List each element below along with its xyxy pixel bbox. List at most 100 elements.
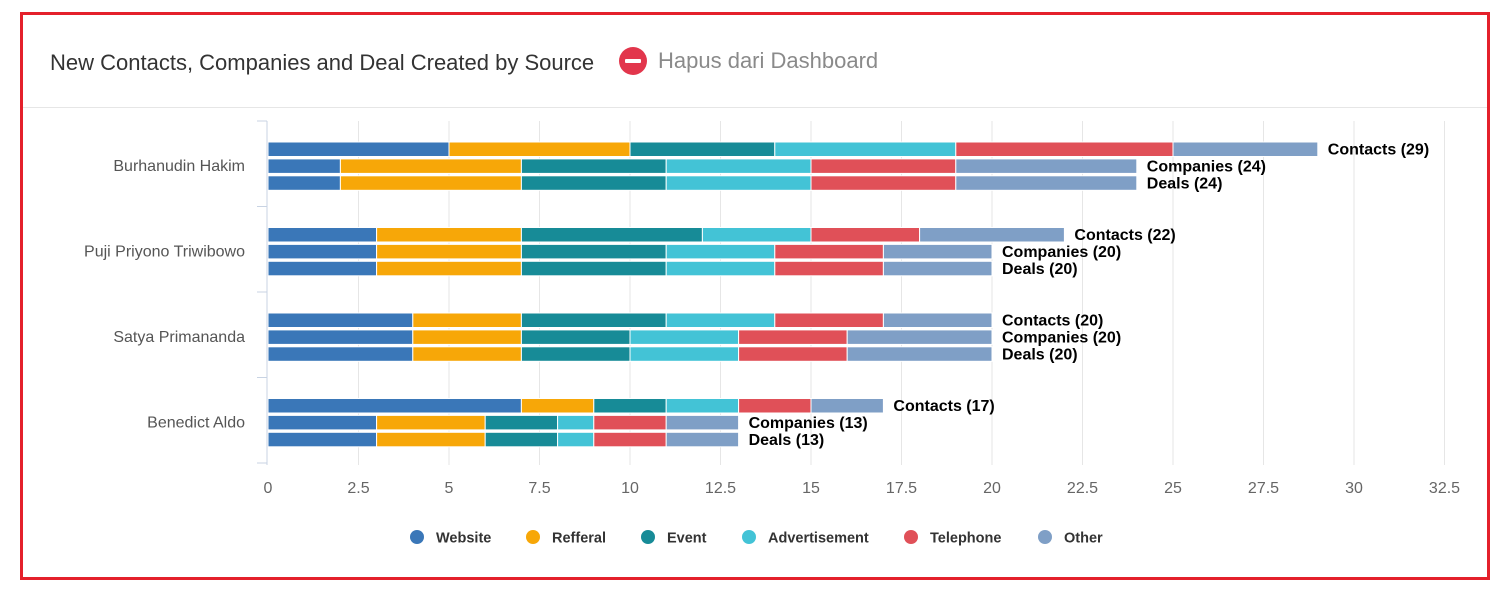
bar-segment: [665, 398, 740, 414]
bar-segment: [738, 346, 848, 362]
bar-segment: [376, 227, 522, 243]
bar-segment: [919, 227, 1065, 243]
legend-label: Advertisement: [768, 531, 869, 547]
legend-marker: [641, 530, 655, 544]
bar-segment: [520, 158, 667, 174]
bar-segment: [267, 243, 378, 260]
legend-marker: [904, 530, 918, 544]
bar-segment: [267, 346, 414, 362]
bar-segment: [593, 398, 667, 414]
bar-segment: [267, 431, 378, 448]
bar-segment: [665, 312, 776, 328]
bar-total-label: Contacts (20): [1002, 313, 1103, 330]
bar-total-label: Companies (13): [749, 415, 868, 432]
bar-segment: [376, 414, 486, 431]
bar-segment: [267, 141, 450, 157]
bar-segment: [846, 329, 993, 345]
legend-label: Telephone: [930, 531, 1001, 547]
x-tick-label: 15: [802, 480, 820, 497]
legend-marker: [410, 530, 424, 544]
bar-segment: [810, 227, 921, 243]
bar-total-label: Companies (20): [1002, 329, 1121, 346]
bar-segment: [774, 141, 957, 157]
bar-segment: [629, 329, 740, 345]
bar-segment: [376, 260, 522, 277]
x-tick-label: 2.5: [347, 480, 369, 497]
legend-label: Other: [1064, 531, 1103, 547]
bar-segment: [774, 312, 884, 328]
bar-segment: [267, 398, 522, 414]
bar-segment: [629, 346, 740, 362]
bar-segment: [774, 243, 884, 260]
bar-total-label: Contacts (17): [893, 398, 994, 415]
bar-total-label: Contacts (29): [1328, 142, 1429, 159]
bar-segment: [1172, 141, 1319, 157]
category-label: Burhanudin Hakim: [113, 158, 245, 175]
bar-segment: [665, 158, 812, 174]
bar-segment: [412, 329, 522, 345]
bar-segment: [520, 227, 703, 243]
x-tick-label: 27.5: [1248, 480, 1279, 497]
bar-segment: [557, 414, 595, 431]
x-tick-label: 7.5: [528, 480, 550, 497]
bar-segment: [520, 260, 667, 277]
bar-segment: [520, 312, 667, 328]
bar-segment: [267, 227, 378, 243]
legend-marker: [526, 530, 540, 544]
bar-segment: [412, 346, 522, 362]
bar-segment: [665, 243, 776, 260]
x-tick-label: 25: [1164, 480, 1182, 497]
x-tick-label: 10: [621, 480, 639, 497]
bar-segment: [810, 175, 957, 191]
bar-segment: [267, 312, 414, 328]
bar-segment: [376, 243, 522, 260]
dashboard-widget: New Contacts, Companies and Deal Created…: [20, 12, 1490, 580]
x-tick-label: 5: [445, 480, 454, 497]
bar-segment: [738, 398, 812, 414]
legend-marker: [1038, 530, 1052, 544]
bar-segment: [520, 243, 667, 260]
bar-total-label: Deals (13): [749, 432, 825, 449]
minus-circle-icon: [619, 47, 647, 75]
bar-segment: [267, 329, 414, 345]
bar-segment: [810, 398, 884, 414]
x-tick-label: 32.5: [1429, 480, 1460, 497]
x-tick-label: 12.5: [705, 480, 736, 497]
bar-segment: [774, 260, 884, 277]
bar-segment: [882, 243, 993, 260]
category-label: Benedict Aldo: [147, 414, 245, 431]
category-label: Satya Primananda: [113, 329, 245, 346]
bar-segment: [448, 141, 631, 157]
bar-segment: [629, 141, 776, 157]
bar-segment: [267, 414, 378, 431]
bar-segment: [593, 414, 667, 431]
remove-from-dashboard-button[interactable]: Hapus dari Dashboard: [619, 47, 878, 75]
legend-marker: [742, 530, 756, 544]
stacked-bar-chart: 0 2.5 5 7.5 10 12.5 15 17.5 20 22.5 25 27.5 30 32.5 Bu…: [84, 120, 1460, 547]
bar-segment: [339, 158, 522, 174]
x-tick-label: 20: [983, 480, 1001, 497]
bar-segment: [593, 431, 667, 448]
category-label: Puji Priyono Triwibowo: [84, 243, 245, 260]
bar-segment: [339, 175, 522, 191]
bar-total-label: Companies (24): [1147, 158, 1266, 175]
bar-segment: [520, 175, 667, 191]
bar-total-label: Companies (20): [1002, 244, 1121, 261]
widget-title: New Contacts, Companies and Deal Created…: [50, 50, 595, 75]
bar-segment: [665, 175, 812, 191]
legend-label: Event: [667, 531, 707, 547]
x-tick-label: 0: [264, 480, 273, 497]
bar-segment: [810, 158, 957, 174]
legend-label: Website: [436, 531, 491, 547]
x-tick-label: 22.5: [1067, 480, 1098, 497]
bar-segment: [267, 158, 341, 174]
bar-segment: [955, 175, 1138, 191]
bar-segment: [882, 312, 993, 328]
bar-segment: [520, 346, 631, 362]
bar-segment: [701, 227, 812, 243]
bar-segment: [267, 260, 378, 277]
remove-from-dashboard-label: Hapus dari Dashboard: [658, 48, 879, 73]
x-tick-label: 17.5: [886, 480, 917, 497]
bar-segment: [520, 398, 595, 414]
bar-segment: [267, 175, 341, 191]
